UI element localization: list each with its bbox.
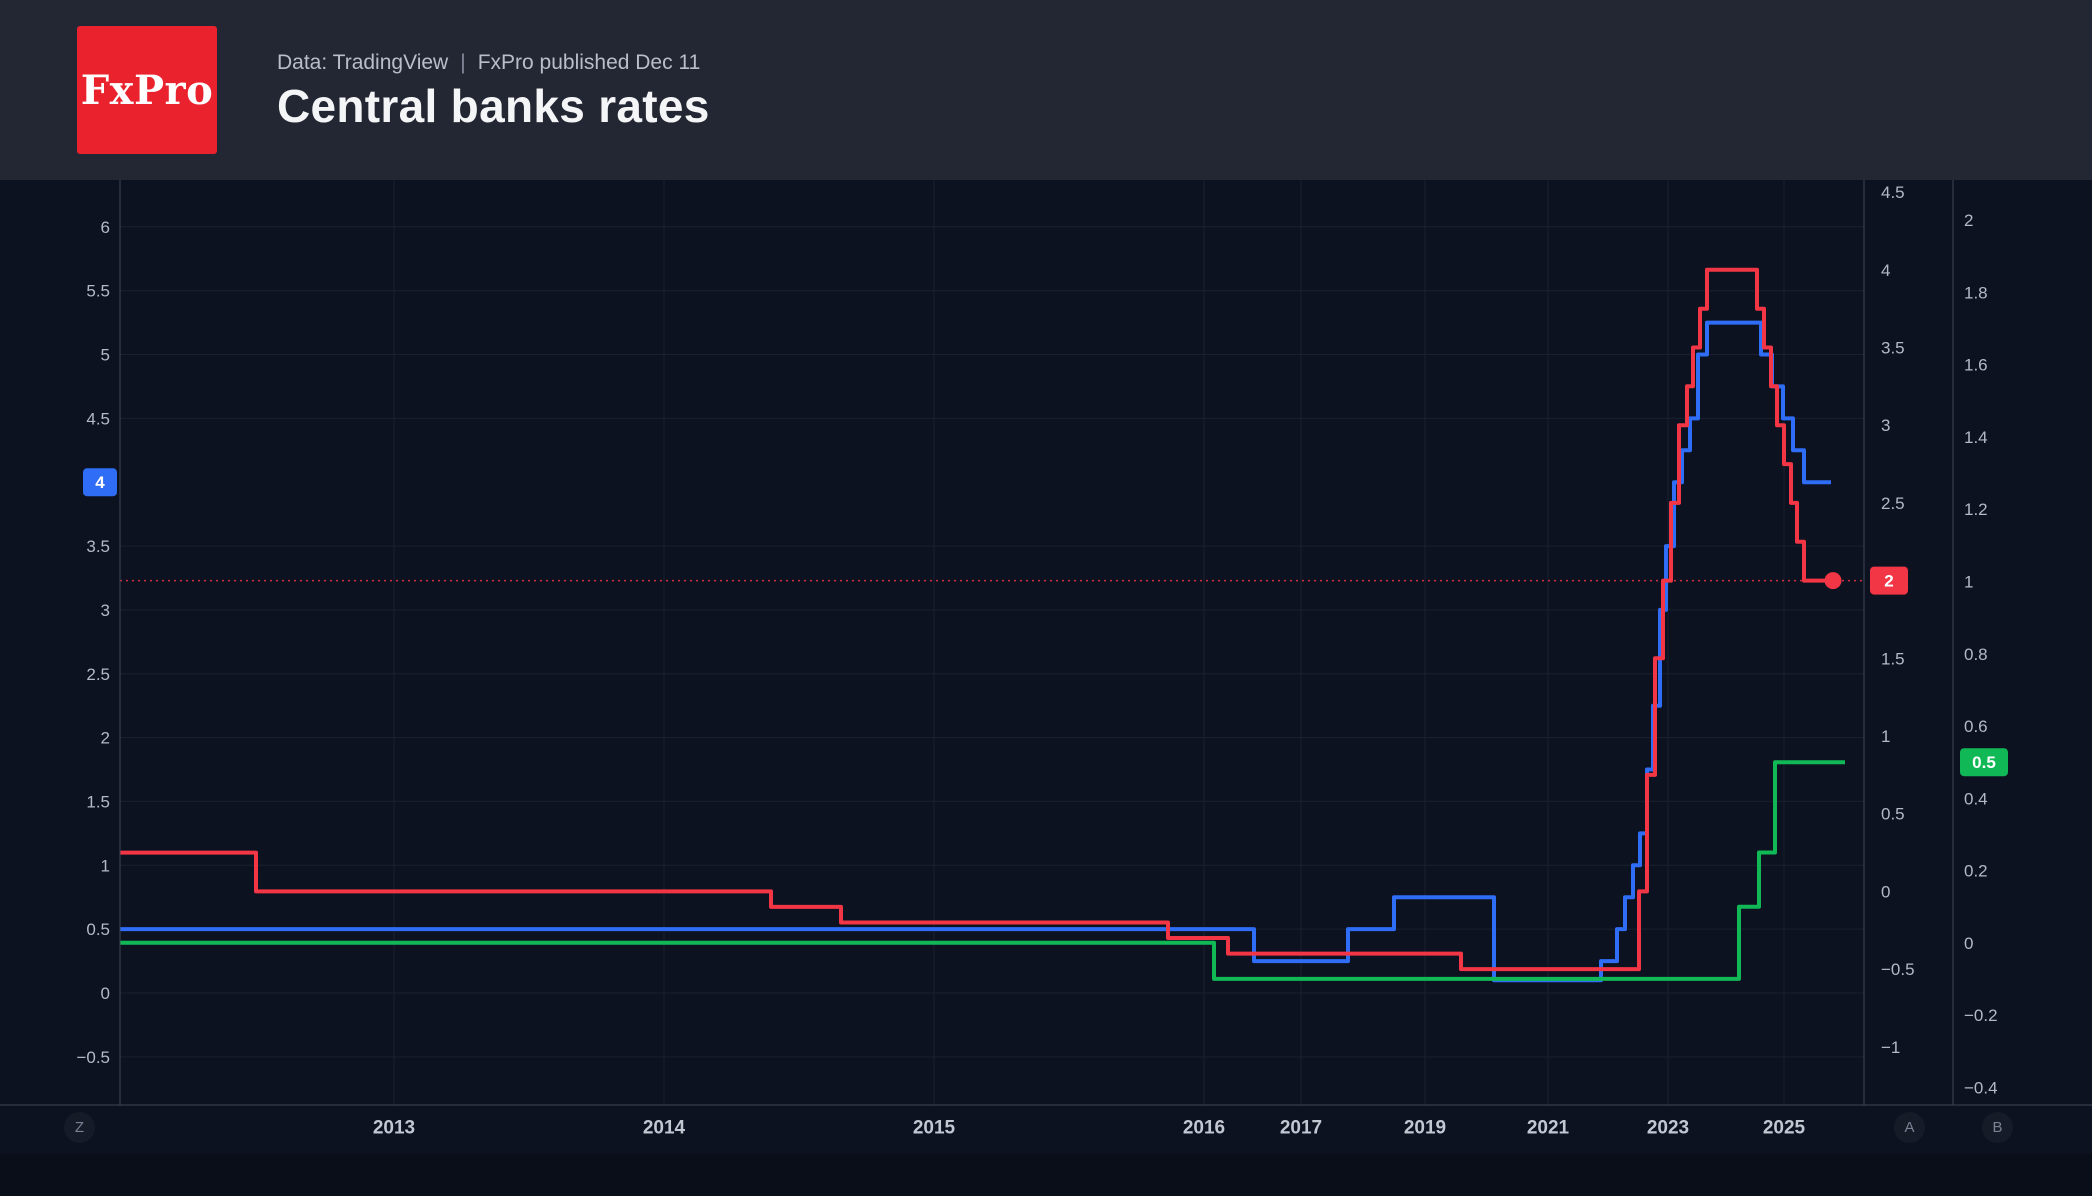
right-axis-b-tick-label: −0.4 — [1964, 1078, 1998, 1097]
right-axis-b-tick-label: 2 — [1964, 211, 1973, 230]
right-axis-a-tick-label: 1 — [1881, 727, 1890, 746]
series-green-line[interactable] — [120, 760, 1845, 981]
right-axis-a-tick-label: 2.5 — [1881, 494, 1905, 513]
right-axis-b-tick-label: 0 — [1964, 934, 1973, 953]
right-axis-b-tick-label: 0.2 — [1964, 861, 1988, 880]
left-axis-tick-label: 2 — [101, 729, 110, 748]
right-axis-b-tick-label: 1.8 — [1964, 283, 1988, 302]
left-axis-tick-label: 3 — [101, 601, 110, 620]
right-axis-b-tick-label: 1.4 — [1964, 428, 1988, 447]
header: FxPro Data: TradingView | FxPro published … — [0, 0, 2092, 180]
left-axis-tick-label: 0.5 — [86, 920, 110, 939]
right-axis-b-tick-label: −0.2 — [1964, 1006, 1998, 1025]
right-axis-a-tick-label: 4 — [1881, 261, 1890, 280]
right-axis-b-tick-label: 1.6 — [1964, 356, 1988, 375]
left-axis-tick-label: 5.5 — [86, 282, 110, 301]
left-axis-tick-label: −0.5 — [76, 1048, 110, 1067]
right-axis-a-tick-label: 1.5 — [1881, 649, 1905, 668]
left-axis-tick-label: 2.5 — [86, 665, 110, 684]
right-axis-a-tick-label: 0.5 — [1881, 805, 1905, 824]
title-block: Data: TradingView | FxPro published Dec 11… — [277, 52, 710, 129]
series-red-line[interactable] — [120, 267, 1833, 972]
data-source-text: Data: TradingView — [277, 50, 449, 74]
right-axis-a-tick-label: 0 — [1881, 882, 1890, 901]
series-blue-line[interactable] — [120, 320, 1831, 983]
fxpro-logo-text: FxPro — [80, 66, 214, 114]
timezone-button[interactable]: Z — [64, 1112, 95, 1143]
left-axis-tick-label: 0 — [101, 984, 110, 1003]
right-axis-a-tick-label: 3 — [1881, 416, 1890, 435]
price-label-badge-blue — [83, 468, 117, 497]
time-axis-tick-label: 2015 — [913, 1118, 956, 1139]
time-axis-tick-label: 2016 — [1183, 1118, 1225, 1139]
page-title: Central banks rates — [277, 79, 710, 132]
left-axis-tick-label: 3.5 — [86, 537, 110, 556]
left-axis-tick-label: 1 — [101, 856, 110, 875]
time-axis-tick-label: 2013 — [373, 1118, 415, 1139]
right-axis-b-tick-label: 1.2 — [1964, 500, 1988, 519]
right-axis-b-tick-label: 0.4 — [1964, 789, 1988, 808]
fxpro-logo: FxPro — [77, 26, 217, 154]
time-axis-tick-label: 2017 — [1280, 1118, 1322, 1139]
published-text: FxPro published Dec 11 — [477, 50, 701, 74]
chart-svg[interactable]: 6 5.5 5 4.5 3.5 3 2.5 2 1.5 1 0.5 0 −0.5 4.5 4 3.5 3 2.5 1… — [0, 180, 2092, 1196]
footer-strip — [0, 1154, 2092, 1196]
time-axis-tick-label: 2023 — [1647, 1118, 1689, 1139]
price-label-text-green: 0.5 — [1972, 753, 1996, 772]
right-axis-b-tick-label: 1 — [1964, 572, 1973, 591]
right-axis-a-tick-label: 3.5 — [1881, 338, 1905, 357]
axis-a-settings-button[interactable]: A — [1894, 1112, 1925, 1143]
left-axis-tick-label: 1.5 — [86, 792, 110, 811]
right-axis-a-tick-label: −1 — [1881, 1038, 1900, 1057]
chart-canvas[interactable]: 6 5.5 5 4.5 3.5 3 2.5 2 1.5 1 0.5 0 −0.5 4.5 4 3.5 3 2.5 1… — [0, 180, 2092, 1196]
left-axis-tick-label: 6 — [101, 218, 110, 237]
left-axis-tick-label: 4.5 — [86, 409, 110, 428]
price-label-badge-red — [1870, 566, 1908, 595]
time-axis-tick-label: 2025 — [1763, 1118, 1806, 1139]
right-axis-a-tick-label: −0.5 — [1881, 960, 1915, 979]
right-axis-a-tick-label: 4.5 — [1881, 183, 1905, 202]
series-red-end-marker — [1824, 572, 1842, 590]
time-axis-tick-label: 2014 — [643, 1118, 686, 1139]
time-axis-tick-label: 2019 — [1404, 1118, 1446, 1139]
price-label-text-red: 2 — [1884, 572, 1893, 591]
right-axis-b-tick-label: 0.6 — [1964, 717, 1988, 736]
left-axis-tick-label: 5 — [101, 345, 110, 364]
separator: | — [460, 50, 466, 74]
data-source-line: Data: TradingView | FxPro published Dec 11 — [277, 52, 710, 73]
price-label-text-blue: 4 — [95, 473, 105, 492]
price-label-badge-green — [1960, 748, 2008, 777]
axis-b-settings-button[interactable]: B — [1982, 1112, 2013, 1143]
time-axis-tick-label: 2021 — [1527, 1118, 1570, 1139]
right-axis-b-tick-label: 0.8 — [1964, 645, 1988, 664]
